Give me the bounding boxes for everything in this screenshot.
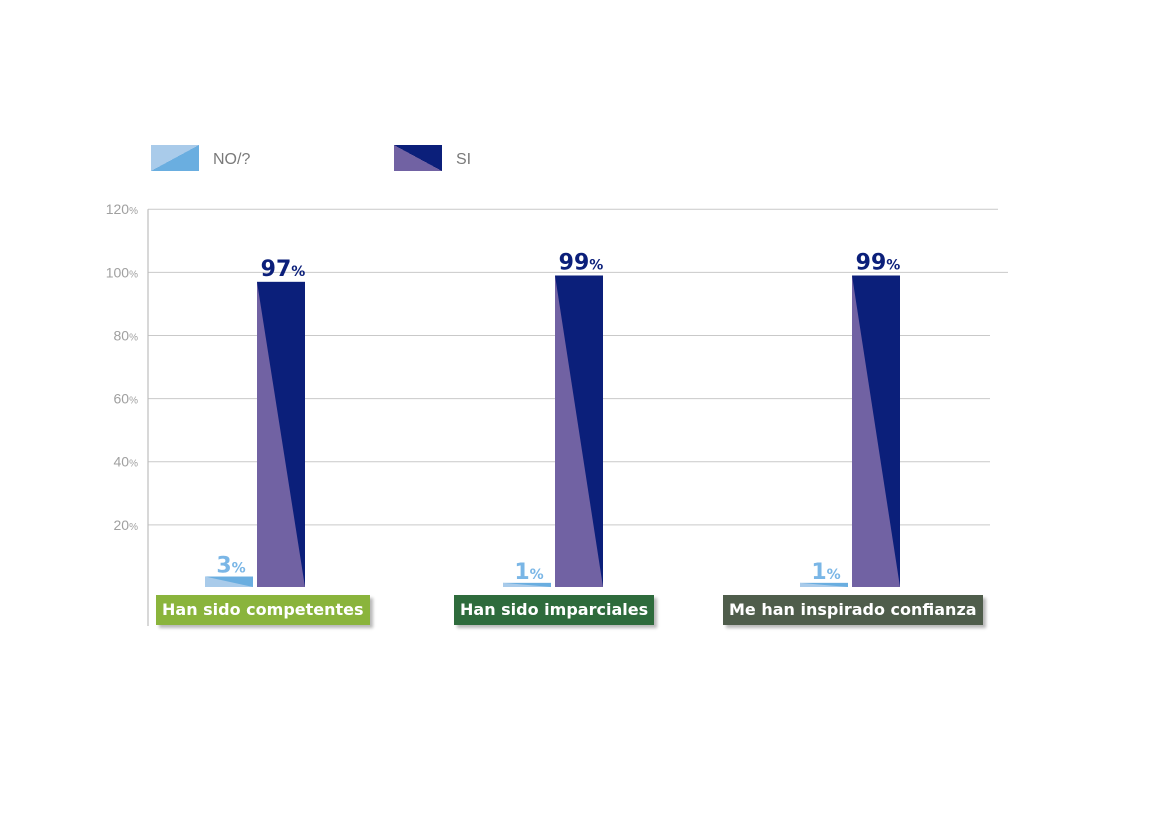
value-label-si-1: 97% bbox=[261, 257, 306, 282]
value-label-no-3: 1% bbox=[811, 560, 840, 585]
y-tick-label-120: 120% bbox=[106, 201, 138, 217]
category-label-2: Han sido imparciales bbox=[454, 595, 655, 625]
legend-item-si: SI bbox=[394, 145, 471, 171]
legend-label-si: SI bbox=[456, 151, 471, 168]
legend-swatch-si bbox=[394, 145, 442, 171]
bar-si-3 bbox=[852, 275, 900, 587]
value-label-si-2: 99% bbox=[559, 251, 604, 276]
y-tick-label-80: 80% bbox=[114, 327, 139, 343]
value-label-no-2: 1% bbox=[514, 560, 543, 585]
y-tick-label-100: 100% bbox=[106, 264, 138, 280]
category-label-3: Me han inspirado confianza bbox=[723, 595, 983, 625]
bar-no-1 bbox=[205, 576, 253, 587]
y-tick-labels: 20% 40% 60% 80% 100% 120% bbox=[106, 201, 138, 533]
y-tick-label-40: 40% bbox=[114, 454, 139, 470]
bar-no-3 bbox=[800, 582, 848, 587]
value-label-no-1: 3% bbox=[216, 554, 245, 579]
bar-si-2 bbox=[555, 275, 603, 587]
bar-si-1 bbox=[257, 281, 305, 587]
legend-item-no: NO/? bbox=[151, 145, 250, 171]
value-labels: 3% 97% 1% 99% 1% 99% bbox=[216, 251, 900, 585]
y-tick-label-60: 60% bbox=[114, 391, 139, 407]
value-label-si-3: 99% bbox=[856, 251, 901, 276]
bars bbox=[205, 275, 900, 587]
legend-label-no: NO/? bbox=[213, 151, 250, 168]
y-tick-label-20: 20% bbox=[114, 517, 139, 533]
category-label-1: Han sido competentes bbox=[156, 595, 370, 625]
legend-swatch-no bbox=[151, 145, 199, 171]
bar-no-2 bbox=[503, 582, 551, 587]
legend: NO/? SI bbox=[151, 145, 471, 171]
